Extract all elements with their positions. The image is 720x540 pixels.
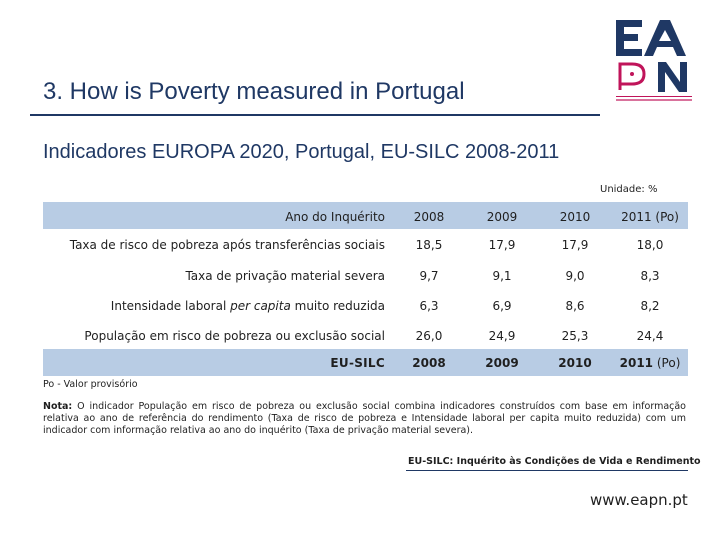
header-year-2011: 2011 (Po) bbox=[621, 210, 679, 224]
table-cell: 18,5 bbox=[415, 238, 443, 252]
table-cell: 9,0 bbox=[565, 269, 585, 283]
table-cell: 9,7 bbox=[419, 269, 439, 283]
note-label: Nota: bbox=[43, 401, 73, 412]
footer-last-suffix: (Po) bbox=[656, 356, 681, 370]
table-row-label: Taxa de privação material severa bbox=[185, 269, 385, 283]
note-text: O indicador População em risco de pobrez… bbox=[43, 401, 686, 436]
footer-label: EU-SILC bbox=[330, 356, 385, 370]
title-divider bbox=[30, 114, 600, 116]
table-row-label: Taxa de risco de pobreza após transferên… bbox=[69, 238, 385, 252]
table-cell: 26,0 bbox=[415, 329, 443, 343]
table-footer-band bbox=[43, 349, 688, 376]
header-year-2008: 2008 bbox=[413, 210, 445, 224]
table-cell: 6,3 bbox=[419, 299, 439, 313]
provisional-note: Po - Valor provisório bbox=[43, 379, 138, 390]
table-row-label: População em risco de pobreza ou exclusã… bbox=[84, 329, 385, 343]
table-header-band bbox=[43, 202, 688, 229]
table-cell: 8,6 bbox=[565, 299, 585, 313]
table-cell: 24,4 bbox=[636, 329, 664, 343]
table-cell: 8,3 bbox=[640, 269, 660, 283]
page-subtitle: Indicadores EUROPA 2020, Portugal, EU-SI… bbox=[43, 141, 560, 163]
footer-year: 2009 bbox=[485, 356, 519, 370]
table-cell: 8,2 bbox=[640, 299, 660, 313]
page-title: 3. How is Poverty measured in Portugal bbox=[43, 78, 465, 105]
footer-last-year: 2011 bbox=[619, 356, 654, 370]
table-cell: 17,9 bbox=[488, 238, 516, 252]
footer-year-last: 2011 (Po) bbox=[610, 356, 690, 370]
label-part: muito reduzida bbox=[290, 299, 385, 313]
label-emphasis: per capita bbox=[230, 299, 291, 313]
website-link[interactable]: www.eapn.pt bbox=[590, 491, 688, 509]
footer-divider bbox=[406, 470, 688, 471]
table-cell: 6,9 bbox=[492, 299, 512, 313]
table-cell: 25,3 bbox=[561, 329, 589, 343]
header-year-2010: 2010 bbox=[559, 210, 591, 224]
table-cell: 24,9 bbox=[488, 329, 516, 343]
eapn-logo bbox=[616, 20, 692, 101]
table-cell: 9,1 bbox=[492, 269, 512, 283]
footer-year: 2010 bbox=[558, 356, 592, 370]
table-row-label: Intensidade laboral per capita muito red… bbox=[43, 299, 385, 313]
header-year-2009: 2009 bbox=[486, 210, 518, 224]
unit-label: Unidade: % bbox=[600, 184, 658, 195]
note-paragraph: Nota: O indicador População em risco de … bbox=[43, 401, 686, 437]
footer-year: 2008 bbox=[412, 356, 446, 370]
table-cell: 18,0 bbox=[636, 238, 664, 252]
table-cell: 17,9 bbox=[561, 238, 589, 252]
header-label: Ano do Inquérito bbox=[285, 210, 385, 224]
label-part: Intensidade laboral bbox=[110, 299, 231, 313]
source-label: EU-SILC: Inquérito às Condições de Vida … bbox=[408, 456, 701, 467]
